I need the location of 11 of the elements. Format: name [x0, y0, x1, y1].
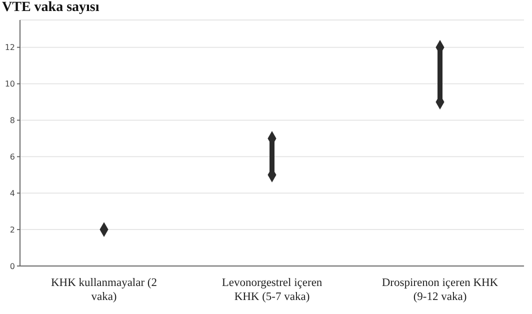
x-tick-label: Levonorgestrel içeren KHK (5-7 vaka) — [222, 277, 322, 303]
y-tick-label: 8 — [10, 116, 15, 126]
y-tick-label: 0 — [10, 262, 15, 271]
x-tick-label: Drospirenon içeren KHK (9-12 vaka) — [382, 277, 499, 303]
y-tick-label: 4 — [10, 188, 15, 198]
y-tick-label: 12 — [4, 43, 15, 52]
y-tick-label: 2 — [10, 225, 15, 234]
chart-title: VTE vaka sayısı — [2, 0, 100, 16]
x-tick-label: KHK kullanmayalar (2 vaka) — [50, 277, 158, 303]
y-tick-label: 6 — [10, 152, 15, 162]
y-tick-label: 10 — [4, 80, 15, 89]
